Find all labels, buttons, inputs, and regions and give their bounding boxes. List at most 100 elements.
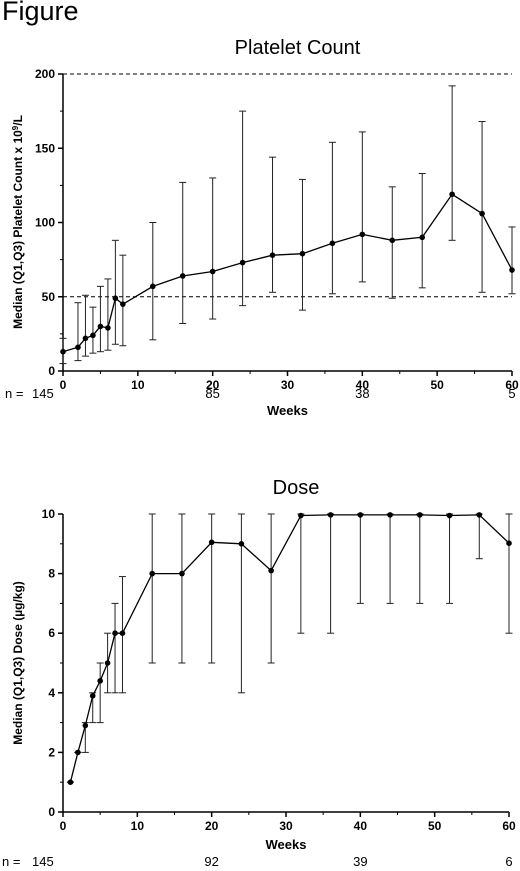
median-point <box>97 678 103 684</box>
n-value: 92 <box>204 854 218 869</box>
chart-title: Dose <box>273 477 320 499</box>
n-value: 39 <box>353 854 367 869</box>
error-bar <box>386 513 394 604</box>
median-point <box>509 267 515 273</box>
n-value: 5 <box>508 386 515 401</box>
x-tick-label: 30 <box>281 378 295 392</box>
x-tick-label: 40 <box>354 819 368 833</box>
median-point <box>329 240 336 247</box>
error-bar <box>96 662 104 724</box>
median-point <box>179 273 186 279</box>
error-bar <box>179 181 187 324</box>
median-point <box>89 692 96 699</box>
median-point <box>506 540 512 547</box>
median-point <box>112 295 119 302</box>
y-axis-label: Median (Q1,Q3) Platelet Count x 109/L <box>11 115 26 329</box>
median-point <box>149 570 155 577</box>
x-tick-label: 10 <box>131 819 145 833</box>
median-point <box>90 332 96 339</box>
median-point <box>112 630 118 636</box>
x-axis-label: Weeks <box>267 403 308 418</box>
median-point <box>298 512 304 519</box>
median-point <box>476 512 483 518</box>
y-tick-label: 0 <box>48 805 55 819</box>
error-bar <box>269 156 277 293</box>
x-tick-label: 40 <box>356 378 370 392</box>
median-point <box>239 259 246 266</box>
error-bar <box>478 121 486 293</box>
median-point <box>238 541 245 547</box>
x-tick-label: 30 <box>279 819 293 833</box>
x-tick-label: 50 <box>428 819 442 833</box>
median-point <box>449 191 455 198</box>
error-bar <box>416 513 424 604</box>
platelet-chart: Platelet Count 0 10 20 30 40 50 60 0 50 100 150 200 W… <box>5 37 519 418</box>
error-bar <box>298 178 306 311</box>
median-point <box>357 512 364 518</box>
x-tick-label: 10 <box>131 378 145 392</box>
error-bar <box>111 239 119 345</box>
median-line <box>69 514 510 783</box>
error-bar <box>148 513 156 664</box>
median-point <box>119 630 126 636</box>
x-tick-label: 20 <box>206 378 220 392</box>
y-tick-label: 100 <box>35 216 55 230</box>
median-line <box>62 193 513 353</box>
x-tick-label: 0 <box>60 378 67 392</box>
median-point <box>479 210 485 217</box>
median-point <box>97 323 104 330</box>
error-bar <box>81 294 89 357</box>
median-point <box>67 779 74 785</box>
x-tick-label: 20 <box>205 819 219 833</box>
n-value: 85 <box>205 386 219 401</box>
error-bar <box>297 513 305 634</box>
median-point <box>208 539 215 546</box>
y-tick-label: 10 <box>42 507 56 521</box>
median-point <box>327 512 334 518</box>
error-bar <box>111 602 119 694</box>
error-bar <box>74 302 82 362</box>
y-tick-label: 50 <box>42 290 56 304</box>
y-tick-label: 4 <box>48 686 55 700</box>
n-value: 145 <box>32 386 54 401</box>
error-bar <box>208 513 216 664</box>
dose-chart: Dose 0 10 20 30 40 50 60 0 2 4 6 8 10 Weeks Median (Q1,… <box>2 477 516 869</box>
median-point <box>299 250 306 257</box>
error-bar <box>418 172 426 289</box>
median-point <box>104 660 111 666</box>
median-point <box>269 252 276 258</box>
y-axis-label: Median (Q1,Q3) Dose (µg/kg) <box>11 581 25 745</box>
median-point <box>446 512 453 519</box>
error-bar <box>149 222 157 341</box>
error-bar <box>448 85 456 241</box>
chart-title: Platelet Count <box>235 37 361 59</box>
y-tick-label: 8 <box>48 567 55 581</box>
median-point <box>75 344 81 351</box>
error-bar <box>239 110 247 307</box>
n-label: n = <box>2 854 20 869</box>
error-bar <box>237 513 245 694</box>
median-point <box>419 234 426 241</box>
median-point <box>120 301 126 307</box>
error-bar <box>178 513 186 664</box>
median-point <box>82 335 89 342</box>
y-tick-label: 2 <box>48 745 55 759</box>
x-tick-label: 50 <box>430 378 444 392</box>
error-bar <box>475 513 483 560</box>
error-bar <box>89 306 97 354</box>
error-bar <box>119 254 127 347</box>
x-axis-label: Weeks <box>266 837 307 852</box>
x-tick-label: 0 <box>60 819 67 833</box>
error-bar <box>209 177 217 320</box>
median-point <box>105 325 111 331</box>
n-label: n = <box>5 386 23 401</box>
x-tick-label: 60 <box>502 819 516 833</box>
median-point <box>60 348 66 355</box>
error-bar <box>96 285 104 353</box>
median-point <box>75 749 81 756</box>
error-bar <box>358 131 366 283</box>
error-bar <box>327 513 335 634</box>
median-point <box>387 512 393 518</box>
error-bar <box>328 141 336 295</box>
